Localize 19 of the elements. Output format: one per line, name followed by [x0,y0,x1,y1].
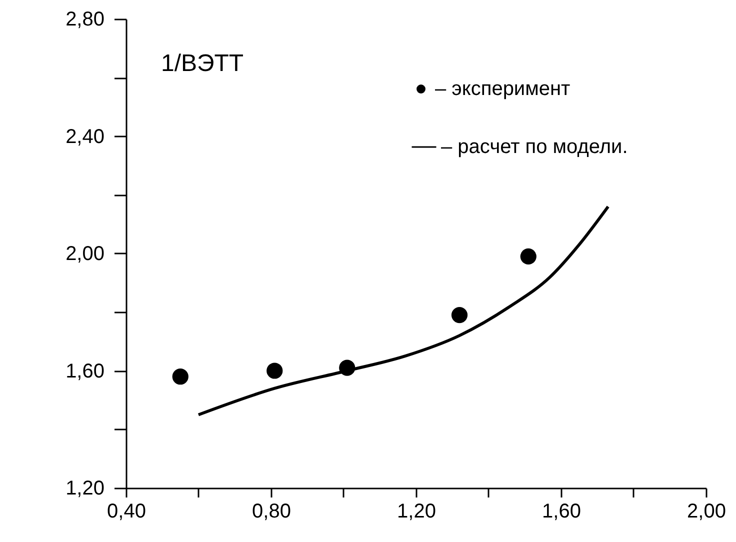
y-tick-label: 1,60 [66,360,104,382]
point [520,248,536,264]
x-tick-label: 1,60 [542,500,581,522]
point [266,362,283,379]
point [172,368,188,385]
x-tick-label: 0,40 [107,500,146,522]
y-tick-label: 2,00 [66,243,104,265]
line-series [197,205,610,416]
legend-label: – эксперимент [435,78,570,100]
point [451,307,468,324]
y-axis-title: 1/ВЭТТ [161,50,244,77]
legend-label: – расчет по модели. [441,136,628,158]
y-tick-label: 1,20 [66,478,104,500]
y-tick-label: 2,80 [66,8,104,30]
x-tick-label: 0,80 [252,500,291,522]
x-tick-label: 1,20 [397,500,436,522]
x-tick-label: 2,00 [687,500,726,522]
point [339,360,356,376]
y-tick-label: 2,40 [66,126,104,148]
